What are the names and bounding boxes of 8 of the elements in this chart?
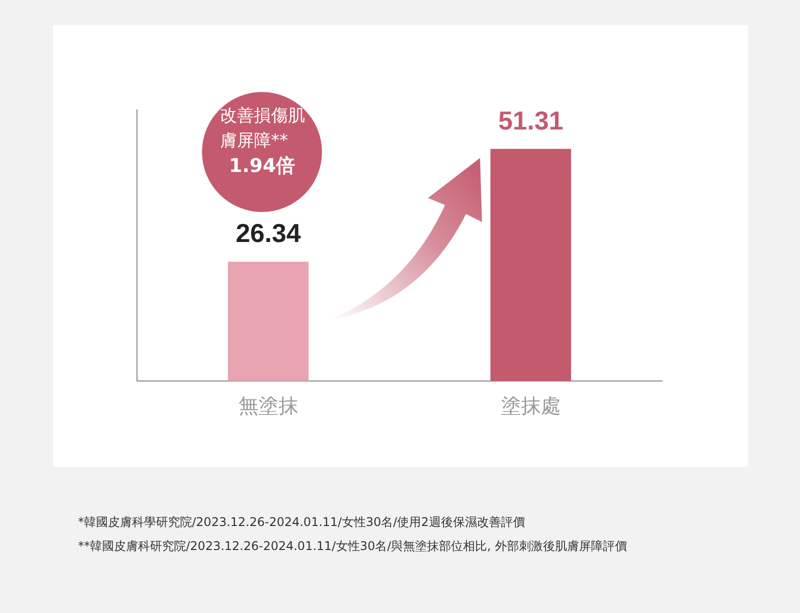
text: **韓國皮膚科研究院/2023.12.26-2024.01.11/女性30名/與無塗抹部位相比, 外部刺激後肌膚屏障評價 — [78, 538, 627, 555]
x-tick-label: 無塗抹 — [238, 396, 298, 418]
annotation: 改善損傷肌膚屏障** — [219, 105, 306, 153]
data-label: 26.34 — [236, 218, 302, 248]
annotation: 1.94倍 — [228, 154, 296, 179]
data-label: 51.31 — [498, 105, 564, 136]
x-tick-label: 塗抹處 — [500, 396, 561, 418]
text: *韓國皮膚科學研究院/2023.12.26-2024.01.11/女性30名/使用2週後保濕改善評價 — [78, 514, 525, 531]
